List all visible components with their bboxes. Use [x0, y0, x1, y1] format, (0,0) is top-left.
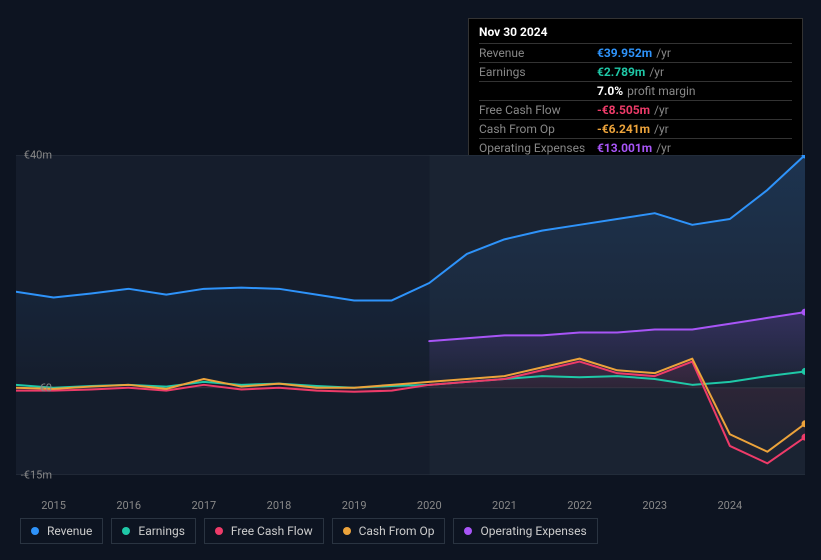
legend-label: Earnings	[138, 524, 185, 538]
legend-label: Operating Expenses	[480, 524, 586, 538]
legend-swatch	[343, 527, 351, 535]
tooltip-row-suffix: profit margin	[627, 84, 695, 98]
legend-item[interactable]: Cash From Op	[332, 518, 446, 544]
tooltip-row-value: -€6.241m	[597, 122, 650, 136]
tooltip-row: Revenue€39.952m/yr	[479, 43, 792, 62]
tooltip-row-label: Earnings	[479, 65, 597, 79]
legend-swatch	[122, 527, 130, 535]
legend-label: Revenue	[47, 524, 92, 538]
tooltip-row-suffix: /yr	[654, 103, 669, 117]
x-axis-label: 2020	[417, 499, 442, 512]
tooltip-row-label	[479, 84, 597, 98]
legend-label: Free Cash Flow	[231, 524, 313, 538]
tooltip-row-suffix: /yr	[656, 141, 671, 155]
x-axis-label: 2024	[717, 499, 742, 512]
legend: Revenue Earnings Free Cash Flow Cash From O…	[20, 518, 598, 544]
legend-item[interactable]: Free Cash Flow	[204, 518, 324, 544]
tooltip-row-suffix: /yr	[654, 122, 669, 136]
x-axis-label: 2019	[342, 499, 367, 512]
tooltip-row: Free Cash Flow-€8.505m/yr	[479, 100, 792, 119]
legend-item[interactable]: Revenue	[20, 518, 103, 544]
tooltip-row-label: Free Cash Flow	[479, 103, 597, 117]
tooltip-row: Earnings€2.789m/yr	[479, 62, 792, 81]
legend-swatch	[215, 527, 223, 535]
legend-item[interactable]: Earnings	[111, 518, 196, 544]
tooltip-row-label: Operating Expenses	[479, 141, 597, 155]
tooltip-row: Cash From Op-€6.241m/yr	[479, 119, 792, 138]
line-chart[interactable]	[16, 155, 805, 475]
tooltip-row-label: Revenue	[479, 46, 597, 60]
x-axis-label: 2018	[267, 499, 292, 512]
tooltip-row-value: -€8.505m	[597, 103, 650, 117]
chart-tooltip: Nov 30 2024 Revenue€39.952m/yrEarnings€2…	[468, 18, 803, 162]
tooltip-row-suffix: /yr	[649, 65, 664, 79]
x-axis-label: 2021	[492, 499, 517, 512]
legend-swatch	[31, 527, 39, 535]
y-axis-label: €0	[12, 381, 52, 394]
tooltip-row-label: Cash From Op	[479, 122, 597, 136]
x-axis-label: 2016	[116, 499, 141, 512]
x-axis-label: 2022	[567, 499, 592, 512]
tooltip-row-value: €13.001m	[597, 141, 652, 155]
x-axis-label: 2017	[191, 499, 216, 512]
legend-item[interactable]: Operating Expenses	[453, 518, 597, 544]
tooltip-date: Nov 30 2024	[479, 25, 792, 43]
tooltip-row-value: 7.0%	[597, 84, 623, 98]
legend-label: Cash From Op	[359, 524, 435, 538]
tooltip-row-suffix: /yr	[656, 46, 671, 60]
tooltip-row: 7.0% profit margin	[479, 81, 792, 100]
y-axis-label: -€15m	[12, 469, 52, 482]
tooltip-row-value: €39.952m	[597, 46, 652, 60]
legend-swatch	[464, 527, 472, 535]
x-axis-label: 2023	[642, 499, 667, 512]
y-axis-label: €40m	[12, 149, 52, 162]
x-axis-label: 2015	[41, 499, 66, 512]
tooltip-row-value: €2.789m	[597, 65, 645, 79]
chart-area: €40m€0-€15m 2015201620172018201920202021…	[16, 155, 805, 495]
